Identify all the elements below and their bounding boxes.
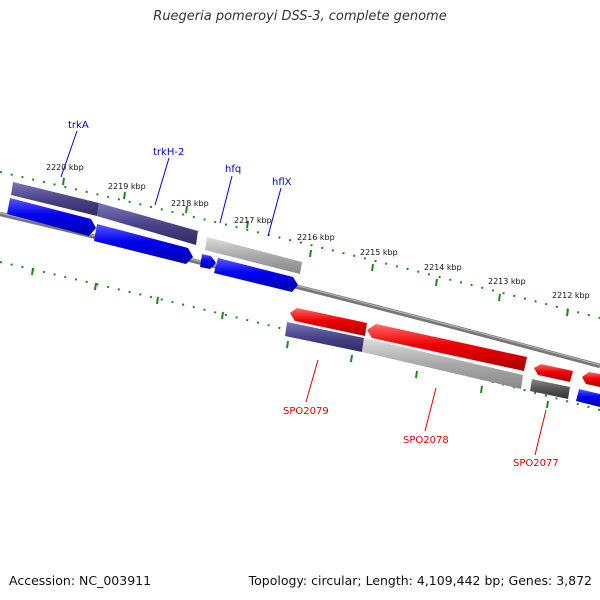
gene-bar-cog-trkA <box>11 182 99 216</box>
gene-arrow-trkH <box>94 224 193 264</box>
gene-bar-cog-hfq-hflX <box>205 237 302 274</box>
scale-label: 2219 kbp <box>108 182 146 191</box>
map-title: Ruegeria pomeroyi DSS-3, complete genome <box>153 9 447 24</box>
scale-label: 2213 kbp <box>488 277 526 286</box>
gene-label-SPO2077: SPO2077 <box>513 458 559 469</box>
scale-ticks-upper <box>62 177 569 317</box>
gene-arrow-hflX <box>214 258 298 292</box>
gene-label-SPO2078: SPO2078 <box>403 435 449 446</box>
genome-summary-text: Topology: circular; Length: 4,109,442 bp… <box>248 573 592 588</box>
scale-label: 2216 kbp <box>297 233 335 242</box>
gene-arrow-SPO2079 <box>290 308 367 336</box>
scale-label: 2212 kbp <box>552 291 590 300</box>
gene-label-leaders-forward <box>60 130 282 237</box>
gene-label-leaders-reverse <box>305 359 547 456</box>
scale-dotted-line-upper <box>0 171 600 319</box>
scale-label: 2217 kbp <box>234 216 272 225</box>
accession-text: Accession: NC_003911 <box>9 573 152 588</box>
scale-label: 2215 kbp <box>360 248 398 257</box>
gene-arrow-trkA <box>7 198 96 236</box>
scale-label: 2218 kbp <box>171 199 209 208</box>
scale-label: 2220 kbp <box>46 163 84 172</box>
gene-label-hflX: hflX <box>272 177 292 188</box>
gene-label-trkH-2: trkH-2 <box>153 147 184 158</box>
gene-arrow-next <box>582 372 600 387</box>
gene-arrow-hfq <box>200 254 216 269</box>
scale-label: 2214 kbp <box>424 263 462 272</box>
gene-bar-cog-trkH <box>97 203 198 245</box>
gene-label-trkA: trkA <box>68 120 89 131</box>
gene-bar-cog-SPO2078 <box>362 338 523 389</box>
gene-label-SPO2079: SPO2079 <box>283 406 329 417</box>
gene-label-hfq: hfq <box>225 164 241 175</box>
gene-arrow-SPO2077 <box>534 364 573 382</box>
gene-bar-cog-SPO2077 <box>530 379 570 399</box>
gene-arrow-SPO2078 <box>367 324 527 371</box>
scale-ticks-lower <box>31 267 549 409</box>
gene-arrow-next-lower <box>576 389 600 407</box>
gene-bar-cog-SPO2079 <box>285 322 364 352</box>
